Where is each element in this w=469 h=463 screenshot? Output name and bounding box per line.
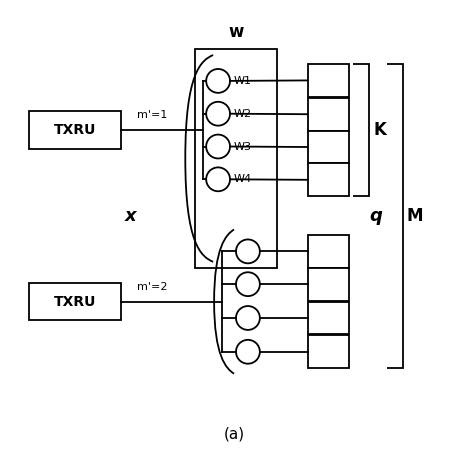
Text: w: w bbox=[228, 23, 244, 41]
Text: W3: W3 bbox=[234, 142, 252, 151]
Text: W2: W2 bbox=[234, 109, 252, 119]
Bar bbox=[308, 235, 349, 268]
Bar bbox=[308, 163, 349, 196]
Bar bbox=[308, 335, 349, 368]
Circle shape bbox=[206, 168, 230, 191]
Circle shape bbox=[236, 340, 260, 364]
Text: m'=2: m'=2 bbox=[136, 282, 167, 292]
Bar bbox=[308, 301, 349, 334]
Bar bbox=[308, 64, 349, 97]
Circle shape bbox=[206, 69, 230, 93]
Text: W1: W1 bbox=[234, 76, 252, 86]
Bar bbox=[308, 268, 349, 300]
Circle shape bbox=[236, 272, 260, 296]
Circle shape bbox=[236, 239, 260, 263]
Circle shape bbox=[206, 135, 230, 158]
Bar bbox=[29, 283, 121, 320]
Text: TXRU: TXRU bbox=[54, 294, 96, 308]
Text: K: K bbox=[373, 121, 386, 139]
Bar bbox=[195, 49, 277, 268]
Bar bbox=[308, 98, 349, 131]
Circle shape bbox=[206, 102, 230, 125]
Circle shape bbox=[236, 306, 260, 330]
Text: x: x bbox=[125, 207, 136, 225]
Text: TXRU: TXRU bbox=[54, 123, 96, 137]
Bar bbox=[308, 131, 349, 163]
Bar bbox=[29, 111, 121, 149]
Text: q: q bbox=[369, 207, 382, 225]
Text: (a): (a) bbox=[223, 426, 244, 441]
Text: M: M bbox=[407, 207, 424, 225]
Text: W4: W4 bbox=[234, 174, 252, 184]
Text: m'=1: m'=1 bbox=[136, 110, 167, 120]
